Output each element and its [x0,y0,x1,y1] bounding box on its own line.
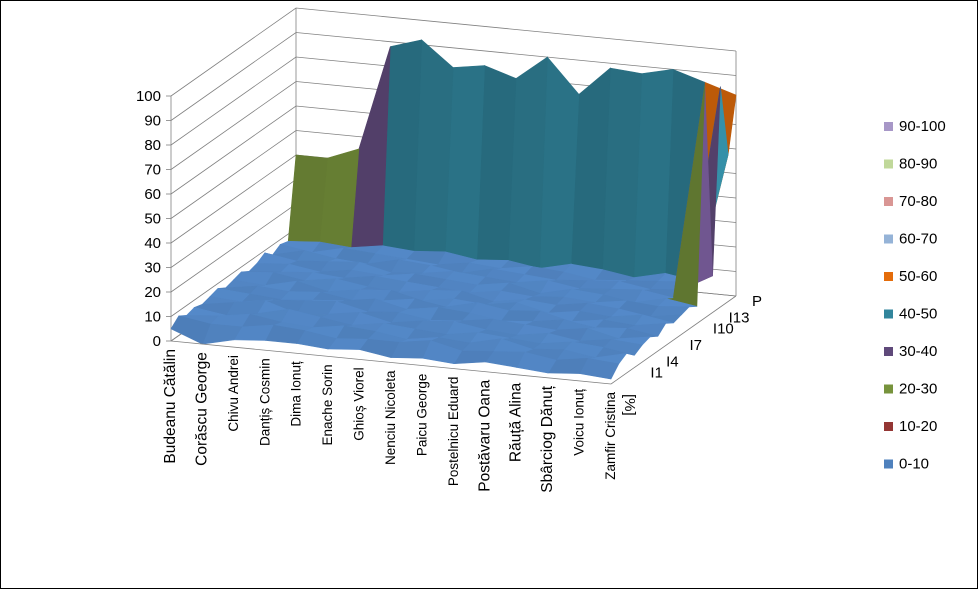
series-tick-label: I1 [650,365,663,382]
z-tick-label: 20 [144,284,161,301]
category-tick-label: Ghioș Viorel [352,367,367,440]
legend-label: 40-50 [899,306,937,323]
z-tick-label: 70 [144,162,161,179]
z-tick-label: 10 [144,309,161,326]
legend-swatch [884,159,893,169]
legend-label: 20-30 [899,381,937,398]
z-tick-label: 50 [144,211,161,228]
z-tick-label: 0 [153,333,161,350]
legend-swatch [884,422,893,431]
legend-label: 70-80 [899,193,937,210]
z-tick-label: 90 [144,113,161,130]
legend-swatch [884,384,893,394]
legend-label: 60-70 [899,231,937,248]
category-tick-label: Nenciu Nicoleta [383,370,398,465]
z-tick-label: 30 [144,260,161,277]
surface-cell [170,315,211,345]
legend-swatch [884,347,893,356]
legend-swatch [884,272,893,281]
series-tick-label: I7 [690,337,703,354]
category-tick-label: Corăscu George [193,352,210,466]
series-tick-label: I4 [666,354,679,371]
surface-plot [170,39,737,380]
category-tick-label: Dima Ionuț [289,361,304,427]
category-tick-label: Postelnicu Eduard [446,377,461,487]
legend-label: 80-90 [899,156,937,173]
chart-axes: 0 10 20 30 40 50 60 70 80 90 100 Budeanu Cătălin Cor… [136,88,762,493]
legend-swatch [884,459,893,469]
series-tick-label: P [752,293,762,310]
legend: 90-100 80-90 70-80 60-70 50-60 40-50 30-40 20-3… [884,118,946,473]
legend-swatch [884,309,893,319]
category-tick-label: Postăvaru Oana [476,379,493,491]
category-tick-label: Răuță Alina [508,382,525,462]
series-tick-label: I13 [729,310,750,327]
z-tick-label: 40 [144,235,161,252]
category-tick-label: Paicu George [414,374,429,457]
z-tick-label: 60 [144,186,161,203]
category-tick-label: Voicu Ionuț [572,389,587,456]
category-tick-label: Chivu Andrei [226,355,241,432]
z-tick-label: 80 [144,137,161,154]
series-tick-label: I10 [713,321,734,338]
legend-label: 0-10 [899,456,929,473]
category-tick-label: Enache Sorin [320,364,335,445]
legend-label: 10-20 [899,418,937,435]
legend-label: 90-100 [899,118,946,135]
legend-swatch [884,234,893,244]
legend-swatch [884,122,893,131]
legend-label: 30-40 [899,343,937,360]
category-tick-label: Budeanu Cătălin [162,349,179,464]
category-tick-label: Danțiș Cosmin [257,358,272,446]
series-tick-label: [%] [621,394,638,416]
category-tick-label: Sbârciog Dănuț [539,385,556,493]
z-tick-label: 100 [136,88,161,105]
legend-swatch [884,197,893,206]
x-axis-line [170,340,612,385]
category-tick-label: Zamfir Cristina [603,392,618,480]
y-axis-line [610,295,737,385]
legend-label: 50-60 [899,268,937,285]
